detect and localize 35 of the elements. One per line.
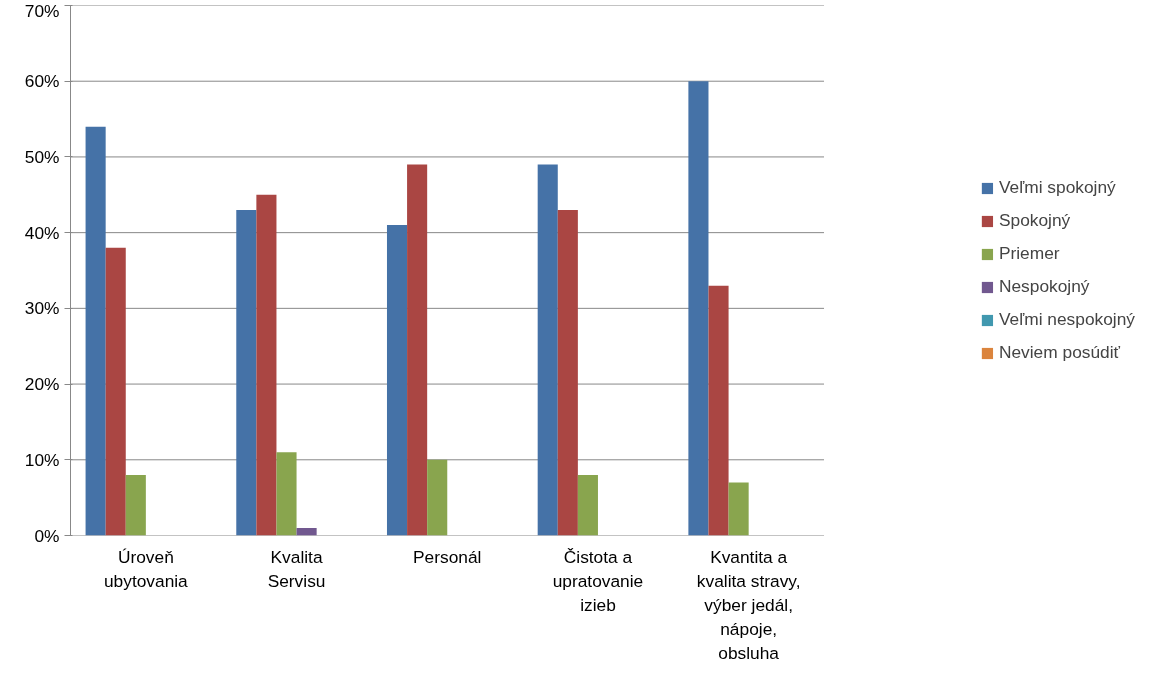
- bar: [688, 81, 709, 536]
- y-tick-label: 60%: [24, 71, 60, 92]
- x-tick-label: Kvantita a kvalita stravy, výber jedál, nápoje, obsluha: [696, 546, 801, 663]
- bar: [236, 209, 257, 536]
- bar: [537, 164, 558, 536]
- bar: [728, 482, 749, 536]
- legend-label: Neviem posúdiť: [998, 342, 1121, 363]
- bar: [557, 209, 578, 536]
- legend-label: Spokojný: [998, 210, 1071, 231]
- bar: [105, 247, 126, 536]
- x-tick-label: Personál: [413, 546, 482, 567]
- y-tick-label: 20%: [24, 374, 60, 395]
- y-tick-label: 30%: [24, 298, 60, 319]
- y-tick-label: 70%: [24, 0, 60, 21]
- bar: [276, 452, 297, 536]
- legend-label: Veľmi spokojný: [998, 177, 1116, 198]
- bar: [85, 126, 106, 536]
- bar: [296, 527, 317, 536]
- bar: [577, 474, 598, 536]
- bar: [427, 459, 448, 536]
- bar: [125, 474, 146, 536]
- x-tick-label: Kvalita Servisu: [267, 546, 326, 591]
- y-tick-label: 10%: [24, 449, 60, 470]
- y-tick-label: 50%: [24, 146, 60, 167]
- bar: [386, 225, 408, 536]
- y-tick-label: 40%: [24, 222, 60, 243]
- legend-label: Veľmi nespokojný: [998, 309, 1135, 330]
- bar: [256, 194, 277, 536]
- legend-label: Priemer: [998, 243, 1060, 264]
- bar: [708, 285, 729, 536]
- bar: [407, 164, 428, 536]
- x-tick-label: Úroveň ubytovania: [103, 546, 189, 591]
- y-tick-label: 0%: [34, 525, 60, 546]
- legend-label: Nespokojný: [998, 276, 1090, 297]
- x-tick-label: Čistota a upratovanie izieb: [552, 546, 644, 615]
